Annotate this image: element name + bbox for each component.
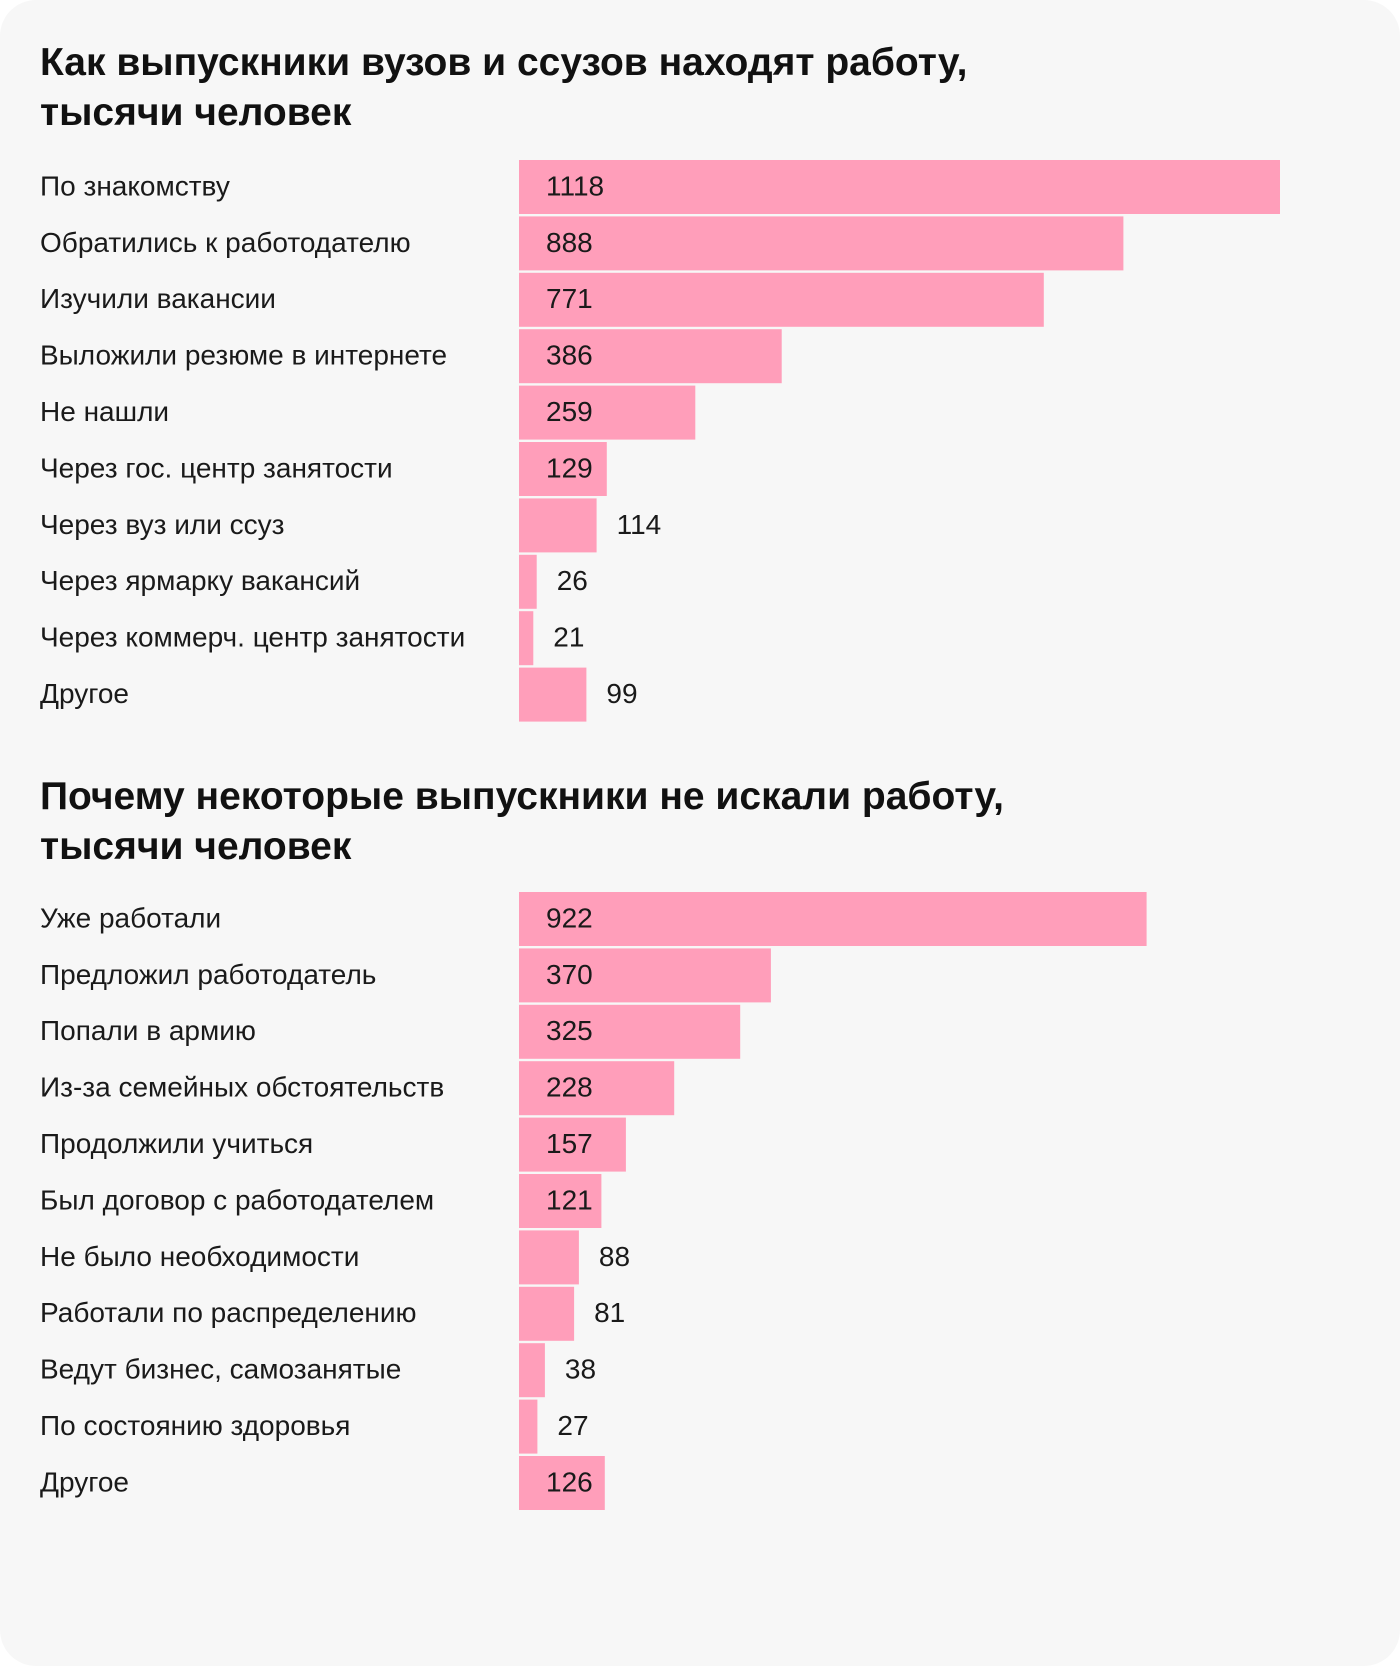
value-label: 228 xyxy=(546,1072,593,1103)
category-label: Обратились к работодателю xyxy=(40,227,411,258)
category-label: Не было необходимости xyxy=(40,1241,359,1272)
bar-по-состоянию-здоровья xyxy=(519,1399,538,1454)
category-label: Другое xyxy=(40,1466,129,1497)
category-label: Работали по распределению xyxy=(40,1297,417,1328)
bar-chart-not-searching: Уже работали 922 Предложил работодатель 370… xyxy=(0,892,1400,1513)
bar-выложили-резюме-в-интернете xyxy=(519,329,782,384)
value-label: 888 xyxy=(546,227,593,258)
bar-ведут-бизнес-самозанятые xyxy=(519,1343,545,1398)
bar-другое xyxy=(519,667,587,722)
value-label: 370 xyxy=(546,959,593,990)
category-label: Через гос. центр занятости xyxy=(40,452,393,483)
chart-title-job-search: Как выпускники вузов и ссузов находят ра… xyxy=(40,41,968,134)
bar-chart-svg: Уже работали 922 Предложил работодатель 370… xyxy=(40,892,1147,1510)
value-label: 81 xyxy=(594,1297,625,1328)
value-label: 325 xyxy=(546,1015,593,1046)
category-label: Продолжили учиться xyxy=(40,1128,313,1159)
bar-изучили-вакансии xyxy=(519,272,1044,327)
bar-из-за-семейных-обстоятельств xyxy=(519,1061,675,1116)
bar-был-договор-с-работодателем xyxy=(519,1174,602,1228)
bar-через-коммерч-центр-занятости xyxy=(519,611,534,666)
bar-попали-в-армию xyxy=(519,1004,741,1059)
value-label: 21 xyxy=(553,622,584,653)
category-label: Был договор с работодателем xyxy=(40,1184,434,1215)
value-label: 121 xyxy=(546,1184,593,1215)
category-label: По состоянию здоровья xyxy=(40,1410,350,1441)
value-label: 386 xyxy=(546,340,593,371)
bar-обратились-к-работодателю xyxy=(519,216,1124,271)
category-label: Ведут бизнес, самозанятые xyxy=(40,1354,401,1385)
category-label: Уже работали xyxy=(40,902,221,933)
value-label: 129 xyxy=(546,452,593,483)
value-label: 126 xyxy=(546,1466,593,1497)
category-label: По знакомству xyxy=(40,170,230,201)
value-label: 99 xyxy=(606,678,637,709)
category-label: Изучили вакансии xyxy=(40,283,276,314)
category-label: Через ярмарку вакансий xyxy=(40,565,360,596)
value-label: 38 xyxy=(565,1354,596,1385)
bar-уже-работали xyxy=(519,892,1147,946)
bar-не-нашли xyxy=(519,385,696,440)
value-label: 922 xyxy=(546,902,593,933)
category-label: Через вуз или ссуз xyxy=(40,509,285,540)
bar-не-было-необходимости xyxy=(519,1230,579,1285)
value-label: 88 xyxy=(599,1241,630,1272)
category-label: Через коммерч. центр занятости xyxy=(40,622,465,653)
category-label: Не нашли xyxy=(40,396,169,427)
bar-через-ярмарку-вакансий xyxy=(519,554,537,609)
bar-через-вуз-или-ссуз xyxy=(519,498,597,553)
bar-через-гос-центр-занятости xyxy=(519,442,607,496)
bar-chart-svg: По знакомству 1118 Обратились к работодате… xyxy=(40,160,1280,722)
value-label: 27 xyxy=(557,1410,588,1441)
value-label: 771 xyxy=(546,283,593,314)
bar-работали-по-распределению xyxy=(519,1286,575,1341)
category-label: Другое xyxy=(40,678,129,709)
chart-title-not-searching: Почему некоторые выпускники не искали ра… xyxy=(40,775,1005,868)
value-label: 1118 xyxy=(546,170,604,201)
bar-chart-job-search: По знакомству 1118 Обратились к работодате… xyxy=(0,160,1400,724)
category-label: Попали в армию xyxy=(40,1015,256,1046)
value-label: 114 xyxy=(617,509,662,540)
category-label: Предложил работодатель xyxy=(40,959,376,990)
bar-продолжили-учиться xyxy=(519,1117,626,1172)
bar-по-знакомству xyxy=(519,160,1280,214)
value-label: 26 xyxy=(557,565,588,596)
bar-предложил-работодатель xyxy=(519,948,771,1003)
category-label: Из-за семейных обстоятельств xyxy=(40,1072,444,1103)
category-label: Выложили резюме в интернете xyxy=(40,340,447,371)
bar-другое xyxy=(519,1456,605,1510)
value-label: 259 xyxy=(546,396,593,427)
value-label: 157 xyxy=(546,1128,593,1159)
